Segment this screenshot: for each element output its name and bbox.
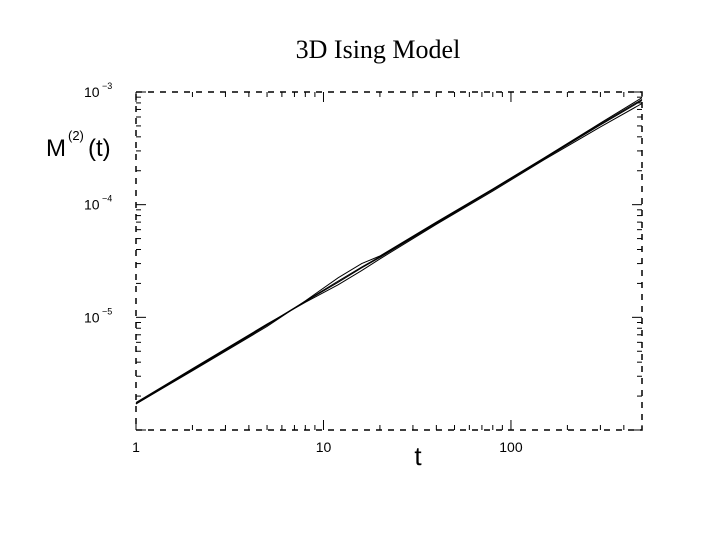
- y-tick-label: 10 −5: [84, 306, 112, 325]
- plot-area: [135, 91, 643, 431]
- x-axis-label: t: [414, 441, 422, 471]
- series-line-1: [135, 100, 643, 405]
- series-line-3: [135, 103, 643, 404]
- tick-marks: [135, 91, 643, 431]
- plot-frame: [135, 91, 643, 431]
- y-tick-label-exponent: −4: [102, 194, 112, 204]
- y-tick-label: 10 −4: [84, 194, 112, 213]
- y-tick-label-base: 10: [84, 197, 100, 213]
- x-tick-label: 1: [132, 439, 140, 455]
- x-tick-label: 100: [499, 439, 523, 455]
- x-tick-label: 10: [316, 439, 332, 455]
- chart-title: 3D Ising Model: [296, 35, 461, 64]
- y-tick-label-exponent: −3: [102, 81, 112, 91]
- y-tick-label: 10 −3: [84, 81, 112, 100]
- y-axis-label-main: M: [46, 135, 66, 162]
- y-tick-labels: 10−510−410−3: [84, 81, 112, 325]
- y-tick-label-exponent: −5: [102, 306, 112, 316]
- series-line-4: [135, 98, 643, 404]
- y-axis-label: M (2) (t): [46, 128, 111, 162]
- y-tick-label-base: 10: [84, 309, 100, 325]
- series-lines: [135, 97, 643, 405]
- y-tick-label-base: 10: [84, 84, 100, 100]
- y-axis-label-suffix: (t): [88, 135, 111, 162]
- y-axis-label-superscript: (2): [68, 128, 84, 143]
- x-tick-labels: 1 10 100: [132, 439, 523, 455]
